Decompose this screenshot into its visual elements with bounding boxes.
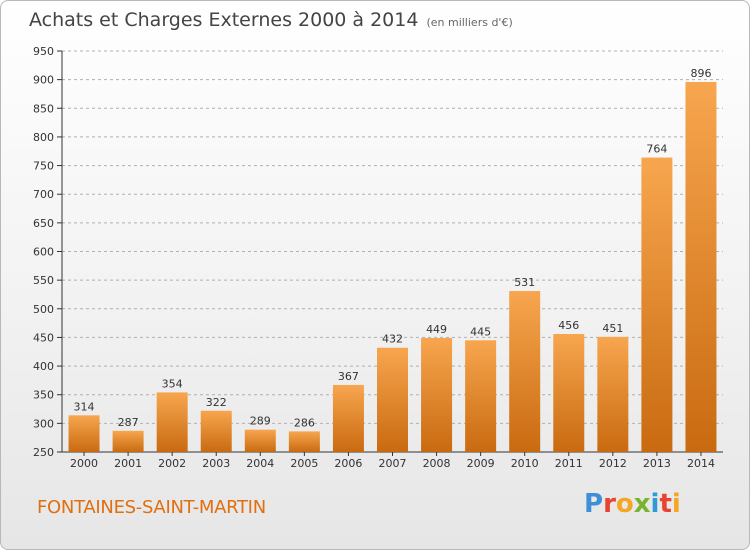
title-text: Achats et Charges Externes 2000 à 2014 bbox=[29, 9, 419, 31]
y-tick-labels: 250 300 350 400 450 500 550 600 650 700 750 800 850 9… bbox=[33, 45, 54, 459]
x-tick-label: 2001 bbox=[114, 457, 142, 470]
x-tick-label: 2011 bbox=[555, 457, 583, 470]
bars bbox=[68, 81, 717, 452]
x-tick-label: 2009 bbox=[467, 457, 495, 470]
y-tick-label: 750 bbox=[33, 160, 54, 173]
value-label: 896 bbox=[690, 67, 711, 80]
x-tick-label: 2012 bbox=[599, 457, 627, 470]
logo-letter: i bbox=[671, 489, 681, 519]
value-label: 531 bbox=[514, 276, 535, 289]
logo-letter: i bbox=[650, 489, 660, 519]
y-tick-label: 800 bbox=[33, 131, 54, 144]
value-label: 354 bbox=[162, 377, 183, 390]
value-label: 314 bbox=[74, 400, 95, 413]
value-label: 451 bbox=[602, 322, 623, 335]
bar-2013 bbox=[641, 157, 673, 452]
location-name: FONTAINES-SAINT-MARTIN bbox=[37, 497, 266, 518]
logo-letter: r bbox=[603, 489, 616, 519]
x-tick-label: 2010 bbox=[511, 457, 539, 470]
x-tick-label: 2000 bbox=[70, 457, 98, 470]
value-label: 287 bbox=[118, 416, 139, 429]
bar-2007 bbox=[377, 347, 408, 452]
x-tick-label: 2005 bbox=[290, 457, 318, 470]
x-tick-label: 2002 bbox=[158, 457, 186, 470]
bar-2006 bbox=[332, 384, 364, 452]
x-tick-label: 2014 bbox=[687, 457, 715, 470]
y-tick-label: 600 bbox=[33, 246, 54, 259]
bar-2011 bbox=[553, 333, 585, 452]
x-tick-label: 2004 bbox=[246, 457, 274, 470]
value-label: 445 bbox=[470, 325, 491, 338]
y-tick-label: 850 bbox=[33, 102, 54, 115]
y-tick-label: 250 bbox=[33, 446, 54, 459]
chart-title: Achats et Charges Externes 2000 à 2014 (e… bbox=[29, 9, 513, 31]
value-labels: 314 287 354 322 289 286 367 432 449 445 531 456 451 7… bbox=[74, 67, 712, 429]
bar-2003 bbox=[200, 410, 232, 452]
y-tick-label: 900 bbox=[33, 74, 54, 87]
logo-letter: P bbox=[584, 489, 604, 519]
y-tick-label: 450 bbox=[33, 331, 54, 344]
value-label: 432 bbox=[382, 333, 403, 346]
bar-2014 bbox=[685, 81, 717, 452]
value-label: 289 bbox=[250, 415, 271, 428]
bar-2001 bbox=[112, 430, 144, 452]
value-label: 286 bbox=[294, 416, 315, 429]
y-tick-label: 700 bbox=[33, 188, 54, 201]
proxiti-logo: Proxiti bbox=[584, 489, 681, 519]
bar-2004 bbox=[244, 429, 276, 452]
x-tick-label: 2003 bbox=[202, 457, 230, 470]
x-tick-label: 2007 bbox=[379, 457, 407, 470]
x-tick-label: 2008 bbox=[423, 457, 451, 470]
value-label: 764 bbox=[646, 143, 667, 156]
logo-letter: t bbox=[659, 489, 672, 519]
value-label: 449 bbox=[426, 323, 447, 336]
y-tick-label: 650 bbox=[33, 217, 54, 230]
x-tick-labels: 2000 2001 2002 2003 2004 2005 2006 2007 2008 2009… bbox=[70, 452, 715, 470]
bar-2005 bbox=[288, 431, 320, 452]
logo-letter: o bbox=[615, 489, 634, 519]
y-tick-label: 350 bbox=[33, 389, 54, 402]
unit-label: (en milliers d'€) bbox=[426, 16, 513, 29]
x-tick-label: 2006 bbox=[334, 457, 362, 470]
y-tick-label: 300 bbox=[33, 417, 54, 430]
bar-2008 bbox=[421, 338, 453, 452]
y-tick-label: 550 bbox=[33, 274, 54, 287]
value-label: 456 bbox=[558, 319, 579, 332]
bar-2012 bbox=[597, 336, 629, 452]
bar-2000 bbox=[68, 415, 100, 452]
y-tick-label: 400 bbox=[33, 360, 54, 373]
bar-2010 bbox=[509, 291, 541, 452]
y-tick-label: 500 bbox=[33, 303, 54, 316]
bar-2002 bbox=[156, 392, 188, 452]
x-tick-label: 2013 bbox=[643, 457, 671, 470]
value-label: 367 bbox=[338, 370, 359, 383]
value-label: 322 bbox=[206, 396, 227, 409]
logo-letter: x bbox=[633, 489, 651, 519]
bar-2009 bbox=[465, 340, 497, 452]
y-tick-label: 950 bbox=[33, 45, 54, 58]
